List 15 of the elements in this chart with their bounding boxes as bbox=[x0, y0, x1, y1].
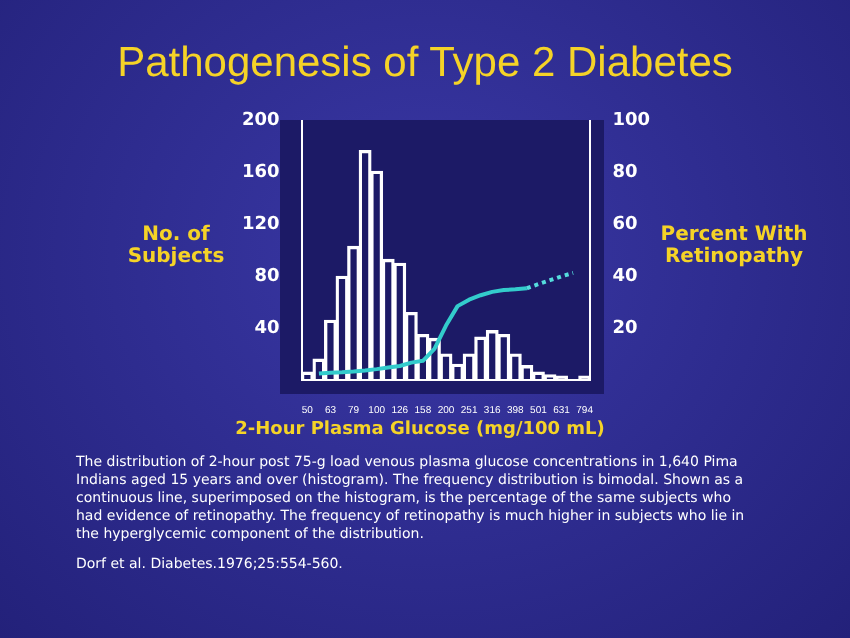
x-axis-title: 2-Hour Plasma Glucose (mg/100 mL) bbox=[233, 420, 607, 440]
y2-tick-label: 100 bbox=[612, 111, 651, 132]
y-tick-label: 160 bbox=[241, 163, 280, 184]
y2-tick-label: 40 bbox=[612, 267, 638, 288]
y-axis-title: No. of Subjects bbox=[127, 224, 225, 268]
y2-tick-label: 20 bbox=[612, 318, 638, 339]
line-series bbox=[524, 270, 576, 291]
y-tick-label: 120 bbox=[241, 215, 280, 236]
y-tick-label: 200 bbox=[241, 111, 280, 132]
y2-tick-label: 60 bbox=[612, 215, 638, 236]
y2-tick-label: 80 bbox=[612, 163, 638, 184]
chart-title: Pathogenesis of Type 2 Diabetes bbox=[115, 40, 735, 88]
y2-axis-title: Percent With Retinopathy bbox=[660, 224, 808, 268]
y-tick-label: 40 bbox=[254, 318, 280, 339]
y-tick-label: 80 bbox=[254, 267, 280, 288]
